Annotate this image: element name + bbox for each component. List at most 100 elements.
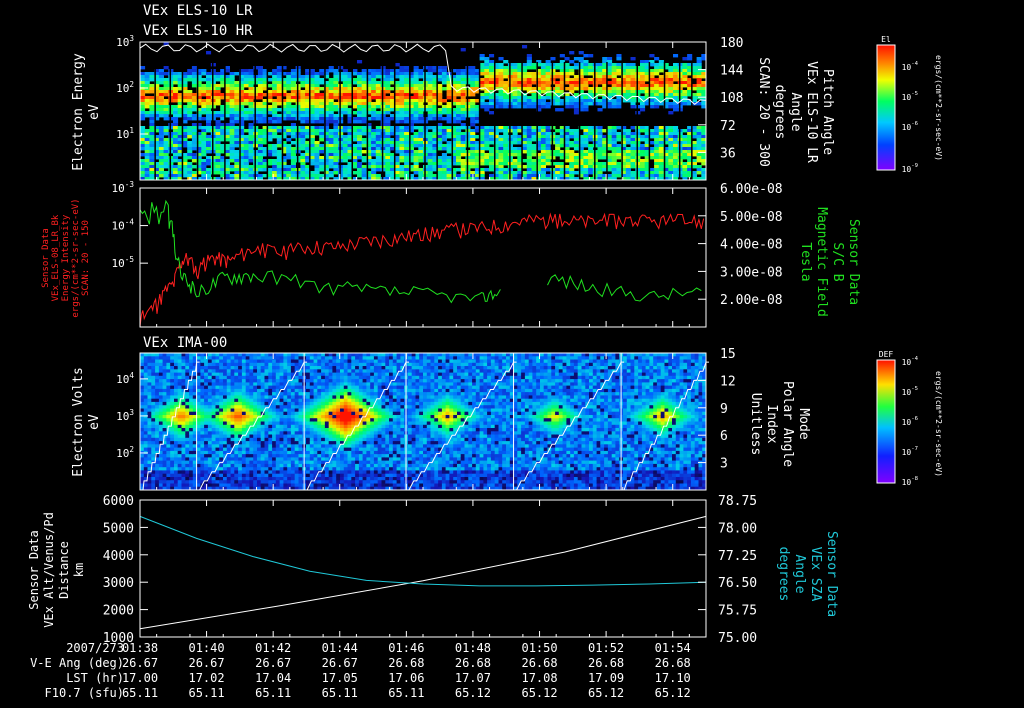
els-cell <box>300 153 306 157</box>
els-cell <box>319 144 325 148</box>
ima-cell <box>147 437 152 442</box>
els-cell <box>314 141 320 145</box>
els-cell <box>456 72 462 76</box>
els-cell <box>432 69 438 73</box>
els-cell <box>427 138 433 142</box>
els-cell <box>503 132 509 136</box>
els-cell <box>573 99 579 103</box>
els-cell <box>371 132 377 136</box>
els-cell <box>196 108 202 112</box>
els-cell <box>625 168 631 172</box>
els-cell <box>206 159 212 163</box>
els-cell <box>602 150 608 154</box>
els-cell <box>361 117 367 121</box>
ima-cell <box>189 372 194 377</box>
els-cell <box>536 174 542 178</box>
ima-cell <box>234 437 239 442</box>
els-cell <box>451 138 457 142</box>
els-cell <box>191 72 197 76</box>
ima-cell <box>177 460 182 465</box>
ima-cell <box>185 411 190 416</box>
els-cell <box>154 147 160 151</box>
els-cell <box>696 141 702 145</box>
els-cell <box>182 165 188 169</box>
els-cell <box>611 69 617 73</box>
ima-cell <box>170 454 175 458</box>
els-cell <box>658 153 664 157</box>
els-cell <box>630 102 636 106</box>
els-cell <box>158 102 164 106</box>
ima-cell <box>219 385 224 390</box>
els-cell <box>347 87 353 91</box>
els-cell <box>158 171 164 175</box>
ima-cell <box>207 428 213 432</box>
ima-cell <box>143 392 148 396</box>
els-cell <box>239 96 245 100</box>
els-cell <box>404 129 410 133</box>
els-cell <box>446 174 452 178</box>
els-cell <box>182 87 188 91</box>
ima-cell <box>204 372 209 377</box>
els-cell <box>640 159 646 163</box>
els-cell <box>158 108 164 112</box>
els-cell <box>564 171 570 175</box>
els-cell <box>498 78 504 82</box>
els-cell <box>427 105 433 109</box>
els-cell <box>484 75 490 79</box>
ima-cell <box>200 460 205 465</box>
els-cell <box>630 174 636 178</box>
ima-cell <box>155 428 160 432</box>
els-cell <box>154 75 160 79</box>
els-cell <box>696 84 702 88</box>
els-cell <box>361 129 367 133</box>
els-cell <box>281 108 287 112</box>
ima-cell <box>219 486 224 491</box>
els-cell <box>441 126 447 130</box>
els-cell <box>361 72 367 76</box>
els-cell <box>239 90 245 94</box>
ima-cell <box>234 385 239 390</box>
els-cell <box>366 138 372 142</box>
els-cell <box>196 132 202 136</box>
ima-cell <box>158 477 164 481</box>
els-cell <box>658 102 664 106</box>
els-cell <box>305 69 311 73</box>
els-cell <box>540 150 546 154</box>
els-cell <box>220 135 226 139</box>
els-cell <box>201 162 207 166</box>
els-cell <box>687 141 693 145</box>
els-cell <box>324 72 330 76</box>
els-cell <box>173 96 179 100</box>
els-cell <box>371 177 377 181</box>
els-cell <box>545 129 551 133</box>
ima-cell <box>162 382 167 387</box>
els-cell <box>432 159 438 163</box>
els-cell <box>456 99 462 103</box>
els-cell <box>640 72 646 76</box>
els-cell <box>644 75 650 79</box>
els-cell <box>375 156 381 160</box>
els-cell <box>290 93 296 97</box>
ima-cell <box>215 401 220 406</box>
els-cell <box>196 162 202 166</box>
els-cell <box>536 147 542 151</box>
els-cell <box>201 138 207 142</box>
els-cell <box>583 153 589 157</box>
els-cell <box>484 138 490 142</box>
els-cell <box>611 138 617 142</box>
els-cell <box>456 147 462 151</box>
ima-cell <box>155 447 160 452</box>
ima-cell <box>177 447 182 452</box>
ima-cell <box>204 467 209 471</box>
els-cell <box>630 147 636 151</box>
ima-cell <box>147 379 152 383</box>
els-cell <box>559 108 565 112</box>
els-cell <box>314 120 320 124</box>
ima-cell <box>215 486 220 491</box>
ima-cell <box>166 392 171 396</box>
els-cell <box>555 84 561 88</box>
ima-cell <box>196 470 201 475</box>
els-cell <box>234 117 240 121</box>
els-cell <box>394 87 400 91</box>
els-cell <box>324 84 330 88</box>
